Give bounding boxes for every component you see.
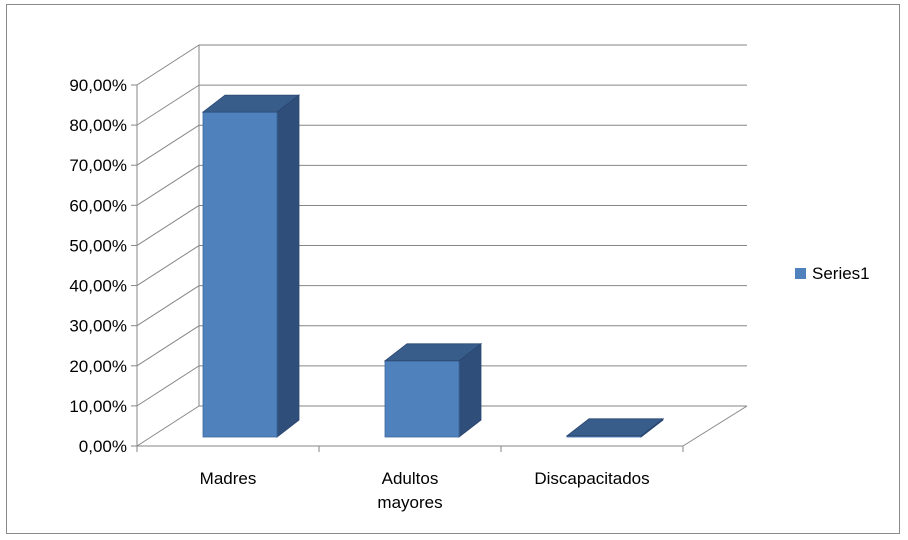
gridline-diagonal bbox=[136, 84, 200, 126]
y-tick-label: 70,00% bbox=[69, 156, 127, 175]
x-tick-label: Madres bbox=[200, 469, 257, 488]
x-tick-label: Discapacitados bbox=[534, 469, 649, 488]
floor-edge-right bbox=[682, 405, 748, 447]
gridline-diagonal bbox=[136, 205, 200, 246]
bar bbox=[201, 94, 301, 438]
bar-side bbox=[276, 94, 300, 438]
y-axis-tick-labels: 0,00% 10,00% 20,00% 30,00% 40,00% 50,00% 60,00… bbox=[69, 76, 127, 456]
x-tick-label: Adultos bbox=[382, 469, 439, 488]
chart-bars bbox=[201, 94, 665, 438]
gridline-diagonal bbox=[136, 44, 200, 86]
y-tick-label: 60,00% bbox=[69, 196, 127, 215]
bar bbox=[383, 342, 483, 438]
y-tick-label: 90,00% bbox=[69, 76, 127, 95]
y-tick-label: 80,00% bbox=[69, 116, 127, 135]
bar-front bbox=[202, 111, 278, 438]
x-tick-label: mayores bbox=[377, 493, 442, 512]
bar-top bbox=[565, 418, 665, 437]
bar-top bbox=[383, 343, 483, 362]
chart-frame: 0,00% 10,00% 20,00% 30,00% 40,00% 50,00% 60,00… bbox=[6, 4, 900, 534]
gridline-diagonal bbox=[136, 405, 200, 447]
chart-legend: Series1 bbox=[795, 264, 870, 283]
gridline-diagonal bbox=[136, 245, 200, 286]
y-tick-label: 50,00% bbox=[69, 236, 127, 255]
gridline-diagonal bbox=[136, 124, 200, 166]
y-tick-label: 20,00% bbox=[69, 357, 127, 376]
bar-front bbox=[384, 360, 460, 438]
y-tick-label: 30,00% bbox=[69, 317, 127, 336]
gridline-diagonal bbox=[136, 325, 200, 367]
y-tick-label: 10,00% bbox=[69, 397, 127, 416]
chart-axes bbox=[131, 45, 748, 452]
legend-label: Series1 bbox=[812, 264, 870, 283]
legend-swatch bbox=[795, 268, 806, 279]
x-axis-tick-labels: Madres Adultos mayores Discapacitados bbox=[200, 469, 650, 512]
y-tick-label: 40,00% bbox=[69, 277, 127, 296]
bar bbox=[565, 417, 665, 438]
bar-top bbox=[201, 94, 301, 113]
gridline-diagonal bbox=[136, 285, 200, 327]
y-tick-label: 0,00% bbox=[79, 437, 127, 456]
gridline-diagonal bbox=[136, 164, 200, 206]
gridline-diagonal bbox=[136, 365, 200, 407]
bar-chart: 0,00% 10,00% 20,00% 30,00% 40,00% 50,00% 60,00… bbox=[69, 44, 870, 512]
